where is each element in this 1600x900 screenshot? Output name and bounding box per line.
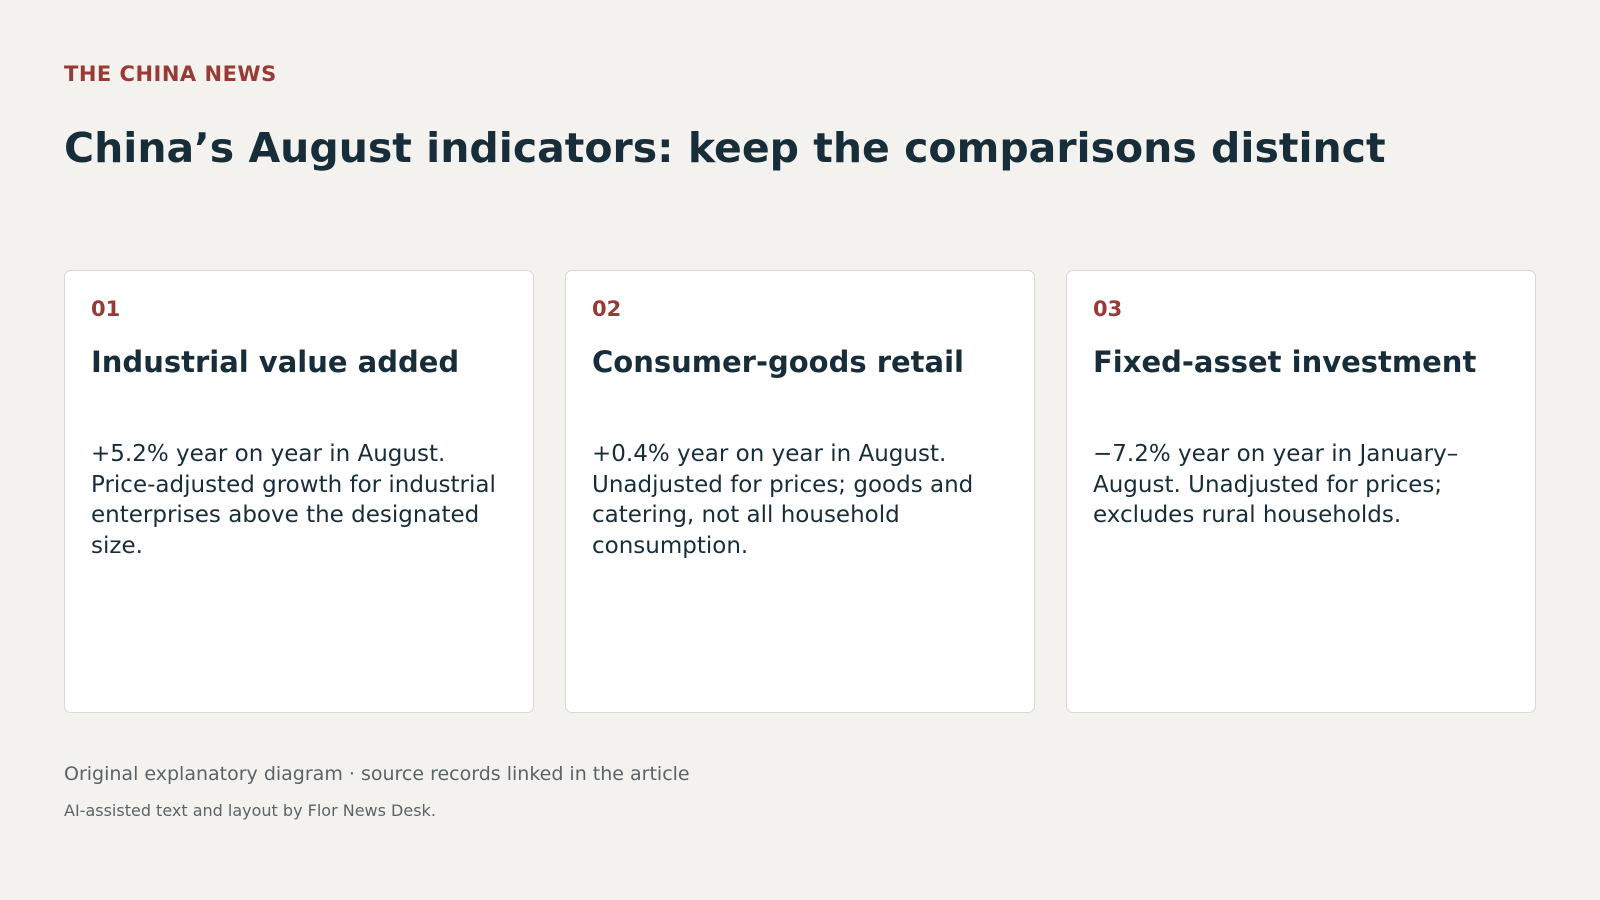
page-title: China’s August indicators: keep the comp…: [64, 124, 1386, 172]
indicator-card-retail: 02 Consumer-goods retail +0.4% year on y…: [565, 270, 1035, 713]
indicator-card-industrial: 01 Industrial value added +5.2% year on …: [64, 270, 534, 713]
card-number: 03: [1093, 297, 1123, 321]
card-number: 02: [592, 297, 622, 321]
card-number: 01: [91, 297, 121, 321]
card-body: +0.4% year on year in August. Unadjusted…: [592, 441, 974, 559]
card-title: Industrial value added: [91, 345, 460, 379]
card-body: −7.2% year on year in January–August. Un…: [1093, 441, 1459, 528]
source-note: Original explanatory diagram · source re…: [64, 763, 690, 785]
brand-label: THE CHINA NEWS: [64, 62, 277, 86]
card-title: Fixed-asset investment: [1093, 345, 1477, 379]
indicator-card-investment: 03 Fixed-asset investment −7.2% year on …: [1066, 270, 1536, 713]
card-title: Consumer-goods retail: [592, 345, 964, 379]
card-body: +5.2% year on year in August. Price-adju…: [91, 441, 496, 559]
indicator-cards: 01 Industrial value added +5.2% year on …: [64, 270, 1536, 713]
credit-line: AI-assisted text and layout by Flor News…: [64, 801, 436, 820]
